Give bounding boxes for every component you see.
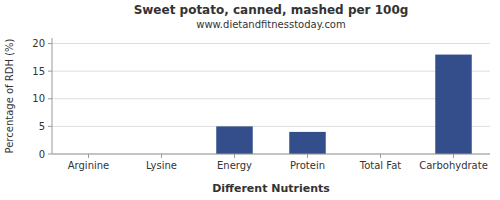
grid-line — [52, 154, 490, 155]
y-tick — [48, 126, 52, 127]
x-tick — [453, 154, 454, 158]
x-tick-label: Protein — [290, 160, 325, 171]
y-tick-label: 20 — [32, 38, 45, 49]
bar — [289, 132, 326, 154]
bar — [216, 126, 253, 154]
grid — [52, 44, 490, 154]
x-tick-label: Total Fat — [359, 160, 401, 171]
x-tick-label: Lysine — [146, 160, 177, 171]
x-tick — [234, 154, 235, 158]
y-tick — [48, 154, 52, 155]
y-tick — [48, 71, 52, 72]
x-axis-label: Different Nutrients — [212, 182, 330, 195]
bars — [216, 55, 472, 154]
y-tick-label: 10 — [32, 93, 45, 104]
x-tick — [380, 154, 381, 158]
y-tick — [48, 98, 52, 99]
grid-line — [52, 43, 490, 44]
y-axis-line — [52, 38, 53, 154]
chart: Sweet potato, canned, mashed per 100g www… — [0, 0, 500, 200]
y-tick — [48, 43, 52, 44]
x-tick-label: Carbohydrate — [419, 160, 488, 171]
bar — [435, 55, 472, 154]
title: Sweet potato, canned, mashed per 100g — [134, 3, 409, 17]
grid-line — [52, 126, 490, 127]
x-tick — [307, 154, 308, 158]
y-tick-label: 0 — [39, 149, 45, 160]
subtitle: www.dietandfitnesstoday.com — [196, 19, 345, 30]
x-tick-label: Arginine — [68, 160, 110, 171]
grid-line — [52, 98, 490, 99]
y-tick-label: 5 — [39, 121, 45, 132]
grid-line — [52, 71, 490, 72]
x-axis-line — [52, 154, 490, 155]
y-tick-label: 15 — [32, 66, 45, 77]
y-axis-label: Percentage of RDH (%) — [4, 38, 15, 153]
x-tick — [161, 154, 162, 158]
chart-container: Sweet potato, canned, mashed per 100g www… — [0, 0, 500, 200]
x-tick — [88, 154, 89, 158]
x-tick-label: Energy — [217, 160, 252, 171]
